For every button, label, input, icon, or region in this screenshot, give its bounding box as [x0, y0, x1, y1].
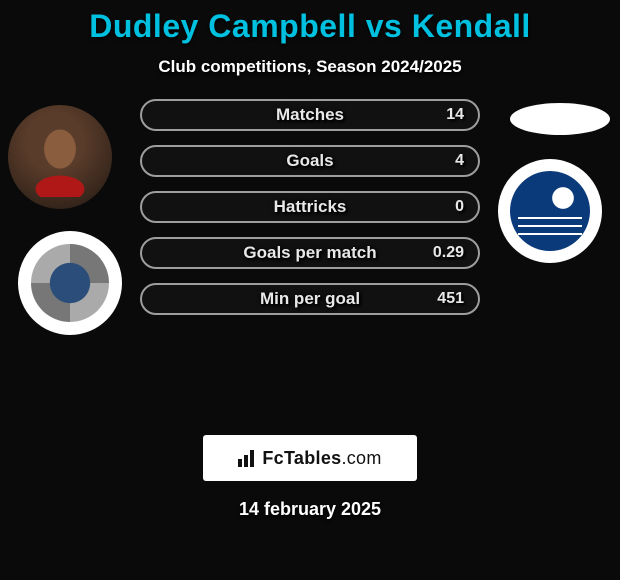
- brand-badge: FcTables.com: [203, 435, 417, 481]
- club-left-crest-art: [31, 244, 109, 322]
- stat-right-value: 451: [437, 290, 464, 308]
- snapshot-date: 14 february 2025: [0, 499, 620, 520]
- page-root: Dudley Campbell vs Kendall Club competit…: [0, 0, 620, 580]
- club-right-crest-art: [510, 171, 590, 251]
- comparison-arena: Matches 14 Goals 4 Hattricks 0 Goals per…: [0, 89, 620, 429]
- stat-row-hattricks: Hattricks 0: [140, 191, 480, 223]
- stat-bars: Matches 14 Goals 4 Hattricks 0 Goals per…: [140, 99, 480, 329]
- stat-row-matches: Matches 14: [140, 99, 480, 131]
- brand-domain: .com: [341, 448, 381, 468]
- club-right-crest: [498, 159, 602, 263]
- bars-icon: [238, 449, 256, 467]
- stat-label: Goals: [286, 151, 333, 171]
- player-left-avatar: [8, 105, 112, 209]
- stat-right-value: 14: [446, 106, 464, 124]
- page-title: Dudley Campbell vs Kendall: [0, 0, 620, 45]
- page-subtitle: Club competitions, Season 2024/2025: [0, 57, 620, 77]
- stat-row-goals-per-match: Goals per match 0.29: [140, 237, 480, 269]
- stat-right-value: 4: [455, 152, 464, 170]
- stat-row-goals: Goals 4: [140, 145, 480, 177]
- stat-label: Matches: [276, 105, 344, 125]
- brand-name: FcTables: [262, 448, 341, 468]
- stat-right-value: 0.29: [433, 244, 464, 262]
- club-left-crest: [18, 231, 122, 335]
- player-right-placeholder: [510, 103, 610, 135]
- stat-label: Hattricks: [274, 197, 347, 217]
- stat-label: Min per goal: [260, 289, 360, 309]
- stat-row-min-per-goal: Min per goal 451: [140, 283, 480, 315]
- stat-label: Goals per match: [243, 243, 376, 263]
- stat-right-value: 0: [455, 198, 464, 216]
- brand-text: FcTables.com: [262, 448, 381, 469]
